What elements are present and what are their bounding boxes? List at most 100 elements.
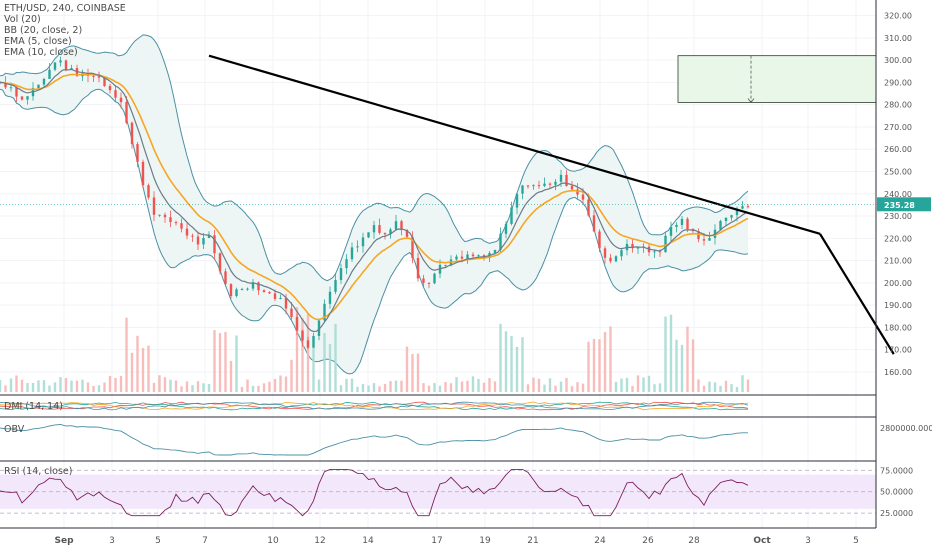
volume-bar xyxy=(614,381,618,392)
obv-label[interactable]: OBV xyxy=(4,424,25,435)
volume-bar xyxy=(636,375,640,392)
candle-body xyxy=(356,246,359,248)
volume-bar xyxy=(284,376,288,392)
volume-bar xyxy=(493,381,497,392)
candle-body xyxy=(400,221,403,230)
volume-bar xyxy=(31,382,35,392)
price-tick-label: 310.00 xyxy=(884,34,912,43)
candle-body xyxy=(576,189,579,195)
candle-body xyxy=(653,251,656,253)
candle-body xyxy=(636,247,640,249)
volume-bar xyxy=(152,382,156,392)
time-tick-label: Oct xyxy=(753,536,771,546)
target-arrow-head xyxy=(747,98,755,104)
volume-bar xyxy=(174,380,178,392)
bb-upper xyxy=(0,34,749,282)
candle-body xyxy=(658,251,662,253)
volume-bar xyxy=(680,344,684,392)
time-tick-label: 5 xyxy=(853,536,859,546)
volume-bar xyxy=(631,385,634,392)
rsi-label[interactable]: RSI (14, close) xyxy=(4,466,73,477)
candle-body xyxy=(251,282,255,289)
candle-body xyxy=(202,237,205,245)
dmi-line xyxy=(0,401,749,411)
volume-bar xyxy=(48,385,51,392)
candle-body xyxy=(708,237,711,241)
candle-body xyxy=(565,174,568,186)
candle-body xyxy=(675,224,678,227)
candle-body xyxy=(334,279,337,292)
price-tick-label: 320.00 xyxy=(884,12,912,21)
volume-bar xyxy=(548,378,552,392)
candle-body xyxy=(301,330,304,341)
legend-bb[interactable]: BB (20, close, 2) xyxy=(4,25,83,36)
volume-bar xyxy=(686,326,689,392)
volume-bar xyxy=(691,339,695,392)
dmi-label[interactable]: DMI (14, 14) xyxy=(4,401,63,412)
volume-bar xyxy=(268,381,271,392)
volume-bar xyxy=(642,377,645,392)
volume-bar xyxy=(356,386,359,392)
last-price-marker: 235.28 xyxy=(0,197,931,212)
volume-bar xyxy=(488,378,491,392)
volume-bar xyxy=(26,382,29,392)
volume-bar xyxy=(328,344,332,392)
volume-bar xyxy=(746,379,750,392)
volume-bar xyxy=(482,382,486,392)
candle-body xyxy=(4,82,7,88)
legend-ema5[interactable]: EMA (5, close) xyxy=(4,36,72,47)
volume-bar xyxy=(246,379,249,392)
price-tick-label: 300.00 xyxy=(884,56,912,65)
candle-body xyxy=(147,185,150,198)
legend-vol[interactable]: Vol (20) xyxy=(4,14,41,25)
time-tick-label: 5 xyxy=(155,536,161,546)
volume-bar xyxy=(625,377,629,392)
candle-body xyxy=(141,161,145,186)
volume-bar xyxy=(59,377,62,392)
candle-body xyxy=(323,303,326,321)
candle-body xyxy=(746,206,750,208)
candle-body xyxy=(180,223,183,229)
price-tick-label: 270.00 xyxy=(884,123,912,132)
volume-bar xyxy=(229,360,233,392)
volume-bar xyxy=(224,331,227,392)
time-tick-label: 3 xyxy=(805,536,811,546)
volume-bar xyxy=(526,384,530,392)
candle-body xyxy=(268,292,271,294)
candle-body xyxy=(240,288,244,290)
symbol-title[interactable]: ETH/USD, 240, COINBASE xyxy=(4,3,126,14)
candle-body xyxy=(504,223,508,234)
time-tick-label: 21 xyxy=(527,536,538,546)
candle-body xyxy=(20,96,24,100)
volume-bar xyxy=(75,380,79,392)
candle-body xyxy=(416,257,420,279)
volume-bar xyxy=(114,377,117,392)
candle-body xyxy=(306,340,310,348)
candle-body xyxy=(724,217,728,221)
volume-bar xyxy=(37,380,40,392)
candle-body xyxy=(339,268,343,280)
volume-bar xyxy=(15,375,18,392)
volume-bar xyxy=(312,347,315,392)
candle-body xyxy=(317,320,321,336)
candle-body xyxy=(163,214,167,218)
volume-bar xyxy=(427,385,431,392)
volume-bar xyxy=(521,337,524,392)
candle-body xyxy=(477,255,480,257)
candle-body xyxy=(367,232,370,238)
legend-ema10[interactable]: EMA (10, close) xyxy=(4,47,78,58)
time-tick-label: 26 xyxy=(642,536,654,546)
candle-body xyxy=(279,297,282,299)
target-box xyxy=(677,55,877,104)
candle-body xyxy=(471,254,475,257)
volume-bars xyxy=(0,307,750,392)
volume-bar xyxy=(565,377,568,392)
price-tick-label: 200.00 xyxy=(884,279,912,288)
candle-body xyxy=(207,235,211,238)
ema-lines xyxy=(0,68,749,333)
volume-bar xyxy=(532,377,535,392)
candle-body xyxy=(686,218,689,230)
volume-bar xyxy=(136,335,139,392)
candle-body xyxy=(218,253,222,272)
